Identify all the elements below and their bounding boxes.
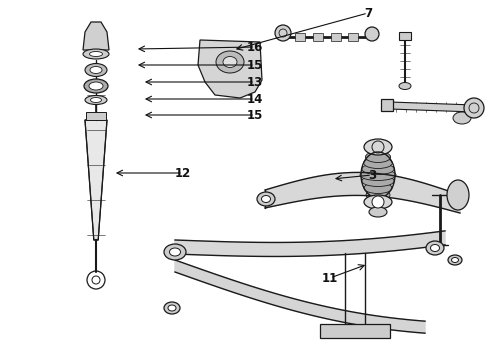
Bar bbox=[295, 33, 305, 41]
Text: 11: 11 bbox=[322, 271, 338, 284]
Circle shape bbox=[275, 25, 291, 41]
Text: 13: 13 bbox=[247, 76, 263, 89]
Bar bbox=[399, 32, 411, 40]
Bar bbox=[313, 33, 323, 41]
Ellipse shape bbox=[364, 139, 392, 155]
Ellipse shape bbox=[164, 302, 180, 314]
Polygon shape bbox=[85, 120, 107, 240]
Polygon shape bbox=[265, 172, 460, 213]
Ellipse shape bbox=[170, 248, 180, 256]
Ellipse shape bbox=[453, 112, 471, 124]
Bar bbox=[86, 112, 106, 120]
Ellipse shape bbox=[90, 51, 102, 57]
Ellipse shape bbox=[448, 255, 462, 265]
Ellipse shape bbox=[364, 195, 392, 209]
Circle shape bbox=[92, 276, 100, 284]
Ellipse shape bbox=[366, 189, 390, 201]
Text: 15: 15 bbox=[247, 108, 263, 122]
Ellipse shape bbox=[89, 82, 103, 90]
Text: 16: 16 bbox=[247, 41, 263, 54]
Ellipse shape bbox=[85, 63, 107, 77]
Ellipse shape bbox=[223, 57, 237, 68]
Bar bbox=[381, 99, 393, 111]
Circle shape bbox=[372, 196, 384, 208]
Ellipse shape bbox=[399, 82, 411, 90]
Ellipse shape bbox=[364, 183, 392, 194]
Ellipse shape bbox=[431, 244, 440, 252]
Circle shape bbox=[365, 27, 379, 41]
Ellipse shape bbox=[84, 79, 108, 93]
Ellipse shape bbox=[366, 152, 391, 162]
Ellipse shape bbox=[451, 257, 459, 262]
Ellipse shape bbox=[362, 176, 394, 186]
Ellipse shape bbox=[447, 180, 469, 210]
Text: 7: 7 bbox=[364, 6, 372, 19]
Text: 3: 3 bbox=[368, 168, 376, 181]
Circle shape bbox=[464, 98, 484, 118]
Polygon shape bbox=[175, 231, 445, 256]
Ellipse shape bbox=[85, 95, 107, 104]
Text: 15: 15 bbox=[247, 59, 263, 72]
Polygon shape bbox=[198, 40, 262, 98]
Polygon shape bbox=[175, 260, 425, 333]
Text: 14: 14 bbox=[247, 93, 263, 105]
Polygon shape bbox=[83, 22, 109, 50]
Polygon shape bbox=[390, 102, 474, 112]
Ellipse shape bbox=[360, 170, 396, 180]
Ellipse shape bbox=[262, 195, 270, 202]
Ellipse shape bbox=[168, 305, 176, 311]
Ellipse shape bbox=[164, 244, 186, 260]
Bar bbox=[320, 324, 390, 338]
Ellipse shape bbox=[216, 51, 244, 73]
Ellipse shape bbox=[83, 49, 109, 59]
Ellipse shape bbox=[91, 98, 101, 103]
Ellipse shape bbox=[362, 163, 394, 175]
Ellipse shape bbox=[257, 192, 275, 206]
Bar bbox=[348, 33, 358, 41]
Ellipse shape bbox=[426, 241, 444, 255]
Ellipse shape bbox=[369, 207, 387, 217]
Ellipse shape bbox=[364, 158, 392, 168]
Ellipse shape bbox=[90, 67, 102, 73]
Text: 12: 12 bbox=[175, 166, 191, 180]
Bar bbox=[331, 33, 341, 41]
